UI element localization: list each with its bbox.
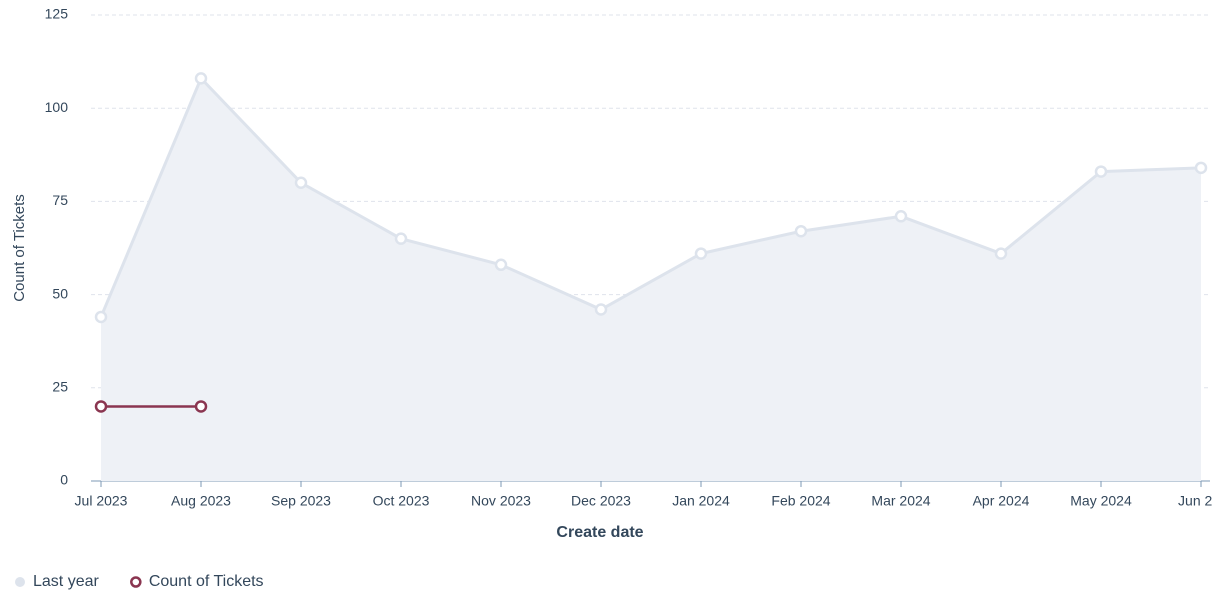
series-line [99,75,1202,318]
x-tick-label: May 2024 [1070,493,1132,509]
legend-marker [15,577,25,587]
x-tick-label: Jan 2024 [672,493,730,509]
x-tick-label: Sep 2023 [271,493,331,509]
point [994,247,1008,260]
legend-label: Count of Tickets [149,573,264,590]
y-axis-label: Count of Tickets [11,194,28,302]
point [694,247,708,260]
x-tick-label: Aug 2023 [171,493,231,509]
legend-label: Last year [33,573,99,590]
y-tick-label: 25 [52,379,68,395]
point [294,176,308,190]
point [494,258,508,272]
y-tick-label: 0 [60,472,68,488]
y-tick-label: 75 [52,192,68,208]
y-tick-label: 50 [52,285,68,301]
x-tick-label: Oct 2023 [373,493,430,509]
x-tick-label: Jun 2... [1178,493,1212,509]
legend-marker [130,576,142,588]
point [394,232,408,245]
x-axis-label: Create date [556,524,643,541]
x-tick-label: Feb 2024 [771,493,830,509]
x-tick-label: Dec 2023 [571,493,631,509]
point [94,310,108,324]
x-tick-label: Nov 2023 [471,493,531,509]
point [1094,165,1108,178]
point [194,72,208,85]
x-tick-label: Apr 2024 [973,493,1030,509]
x-tick-label: Mar 2024 [871,493,930,509]
point [594,303,608,316]
area [101,78,1201,481]
point [1194,161,1208,175]
x-tick-label: Jul 2023 [75,493,128,509]
point [894,210,908,223]
point [194,400,208,413]
y-tick-label: 125 [45,6,69,22]
point [94,400,108,413]
y-tick-label: 100 [45,99,69,115]
point [794,224,808,238]
